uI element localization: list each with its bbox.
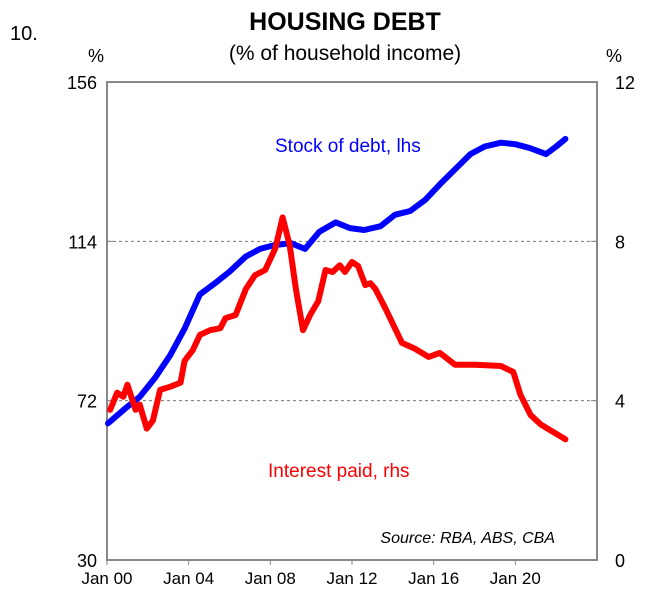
chart-title: HOUSING DEBT <box>249 8 441 36</box>
right-tick-label: 0 <box>615 551 625 571</box>
x-tick-label: Jan 20 <box>490 569 541 588</box>
interest-paid-line <box>107 214 569 443</box>
right-tick-label: 4 <box>615 392 625 412</box>
x-tick-label: Jan 08 <box>245 569 296 588</box>
x-tick-label: Jan 16 <box>408 569 459 588</box>
stock-of-debt-line <box>105 135 569 427</box>
left-tick-label: 156 <box>67 73 97 93</box>
left-tick-label: 30 <box>77 551 97 571</box>
right-tick-label: 8 <box>615 232 625 252</box>
right-tick-label: 12 <box>615 73 635 93</box>
x-tick-label: Jan 12 <box>326 569 377 588</box>
left-tick-label: 114 <box>68 232 97 252</box>
source-note: Source: RBA, ABS, CBA <box>380 530 555 547</box>
left-unit: % <box>88 46 104 66</box>
x-tick-label: Jan 04 <box>163 569 214 588</box>
legend-debt: Stock of debt, lhs <box>275 136 421 157</box>
x-tick-label: Jan 00 <box>81 569 132 588</box>
legend-interest: Interest paid, rhs <box>268 461 410 482</box>
chart-number: 10. <box>10 23 38 45</box>
right-unit: % <box>606 46 622 66</box>
left-tick-label: 72 <box>77 392 97 412</box>
chart-subtitle: (% of household income) <box>229 42 461 65</box>
